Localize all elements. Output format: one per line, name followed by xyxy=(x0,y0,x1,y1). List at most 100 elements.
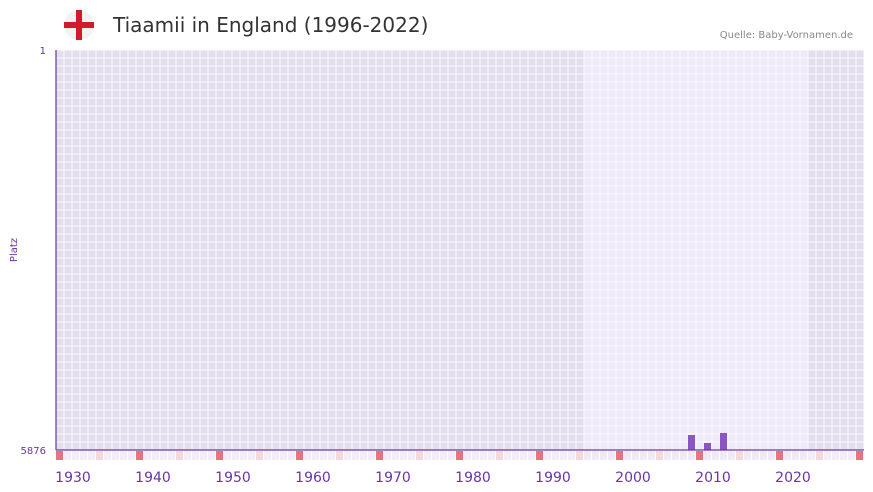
x-tick-label: 1950 xyxy=(215,470,251,486)
year-marker xyxy=(544,451,551,460)
england-flag-icon xyxy=(64,10,94,40)
year-marker xyxy=(528,451,535,460)
year-marker xyxy=(336,451,343,460)
year-marker xyxy=(104,451,111,460)
year-marker xyxy=(440,451,447,460)
year-marker xyxy=(232,451,239,460)
x-tick-label: 1970 xyxy=(375,470,411,486)
year-marker xyxy=(472,451,479,460)
year-marker xyxy=(376,451,383,460)
year-marker xyxy=(648,451,655,460)
year-marker xyxy=(488,451,495,460)
year-marker xyxy=(688,451,695,460)
year-marker xyxy=(736,451,743,460)
year-marker xyxy=(152,451,159,460)
year-marker xyxy=(80,451,87,460)
y-tick-label: 5876 xyxy=(21,446,46,457)
year-marker xyxy=(616,451,623,460)
year-marker xyxy=(792,451,799,460)
year-marker xyxy=(640,451,647,460)
year-marker xyxy=(312,451,319,460)
year-marker xyxy=(576,451,583,460)
year-marker xyxy=(752,451,759,460)
x-tick-label: 1960 xyxy=(295,470,331,486)
x-tick-label: 2020 xyxy=(775,470,811,486)
year-marker xyxy=(416,451,423,460)
year-marker xyxy=(360,451,367,460)
year-marker xyxy=(384,451,391,460)
y-axis-label: Platz xyxy=(9,238,20,262)
year-marker xyxy=(856,451,863,460)
year-marker xyxy=(64,451,71,460)
year-marker xyxy=(208,451,215,460)
year-marker xyxy=(512,451,519,460)
year-marker xyxy=(568,451,575,460)
x-tick-label: 2000 xyxy=(615,470,651,486)
year-marker xyxy=(600,451,607,460)
year-marker xyxy=(824,451,831,460)
year-marker xyxy=(224,451,231,460)
year-marker xyxy=(680,451,687,460)
year-marker xyxy=(72,451,79,460)
year-marker xyxy=(112,451,119,460)
year-marker xyxy=(784,451,791,460)
x-tick-label: 1980 xyxy=(455,470,491,486)
chart-title: Tiaamii in England (1996-2022) xyxy=(113,13,429,37)
year-marker xyxy=(200,451,207,460)
year-marker xyxy=(552,451,559,460)
year-marker xyxy=(328,451,335,460)
year-marker xyxy=(816,451,823,460)
year-marker xyxy=(760,451,767,460)
year-marker xyxy=(560,451,567,460)
year-marker xyxy=(56,451,63,460)
year-marker xyxy=(304,451,311,460)
year-marker xyxy=(744,451,751,460)
year-marker xyxy=(408,451,415,460)
year-marker xyxy=(696,451,703,460)
year-marker xyxy=(400,451,407,460)
year-marker xyxy=(344,451,351,460)
year-marker xyxy=(288,451,295,460)
year-marker xyxy=(768,451,775,460)
year-marker xyxy=(448,451,455,460)
year-marker xyxy=(168,451,175,460)
year-marker xyxy=(456,451,463,460)
year-marker xyxy=(672,451,679,460)
y-tick-label: 1 xyxy=(40,46,46,57)
year-marker xyxy=(728,451,735,460)
year-marker xyxy=(352,451,359,460)
year-marker xyxy=(144,451,151,460)
year-marker xyxy=(96,451,103,460)
year-marker xyxy=(280,451,287,460)
year-marker xyxy=(520,451,527,460)
rank-bar xyxy=(720,432,727,450)
year-marker xyxy=(592,451,599,460)
rank-bar xyxy=(688,435,695,450)
year-marker xyxy=(248,451,255,460)
year-marker xyxy=(240,451,247,460)
year-marker xyxy=(272,451,279,460)
year-marker xyxy=(808,451,815,460)
year-marker xyxy=(432,451,439,460)
source-link[interactable]: Quelle: Baby-Vornamen.de xyxy=(719,30,853,41)
year-marker xyxy=(840,451,847,460)
year-marker xyxy=(392,451,399,460)
year-marker xyxy=(496,451,503,460)
year-marker xyxy=(712,451,719,460)
x-tick-label: 1940 xyxy=(135,470,171,486)
year-marker xyxy=(160,451,167,460)
year-marker xyxy=(624,451,631,460)
year-marker xyxy=(368,451,375,460)
year-marker xyxy=(504,451,511,460)
year-marker xyxy=(320,451,327,460)
year-marker xyxy=(704,451,711,460)
year-marker xyxy=(216,451,223,460)
rank-bar xyxy=(704,442,711,450)
year-marker xyxy=(184,451,191,460)
year-marker xyxy=(720,451,727,460)
year-marker xyxy=(480,451,487,460)
year-marker xyxy=(848,451,855,460)
year-marker xyxy=(664,451,671,460)
x-tick-label: 2010 xyxy=(695,470,731,486)
